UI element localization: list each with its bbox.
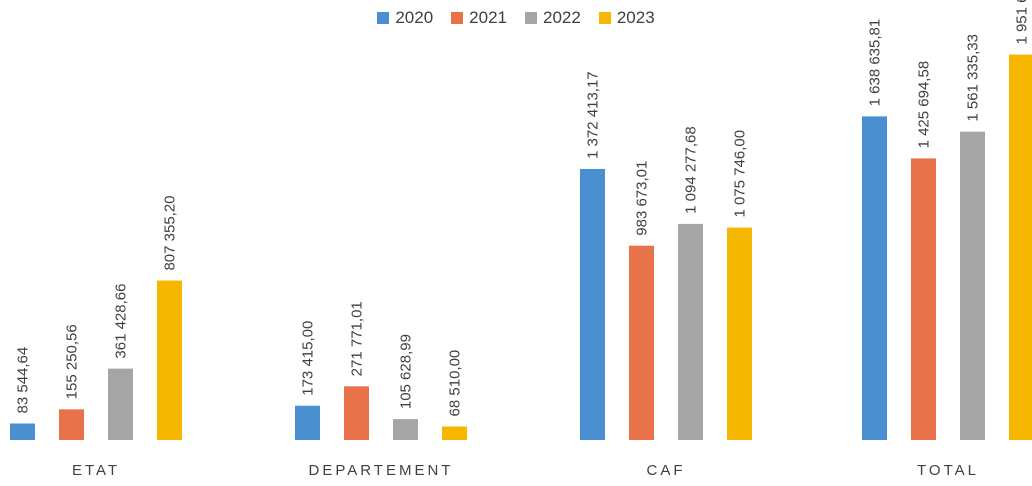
legend-item-2023: 2023 xyxy=(598,8,655,28)
data-label: 1 638 635,81 xyxy=(867,19,884,107)
legend-label: 2022 xyxy=(543,8,581,27)
data-label: 1 561 335,33 xyxy=(965,34,982,122)
legend-swatch xyxy=(377,12,390,24)
data-label: 807 355,20 xyxy=(161,195,178,270)
bar-etat-2022 xyxy=(108,368,133,440)
legend-swatch xyxy=(525,12,537,24)
legend-label: 2020 xyxy=(395,8,434,27)
legend-item-2022: 2022 xyxy=(525,8,581,28)
bar-caf-2022 xyxy=(678,223,703,440)
data-label: 155 250,56 xyxy=(64,324,81,399)
data-label: 1 075 746,00 xyxy=(732,130,749,218)
data-label: 983 673,01 xyxy=(634,161,651,236)
bar-total-2020 xyxy=(862,116,887,440)
legend-item-2020: 2020 xyxy=(377,8,433,28)
data-label: 1 372 413,17 xyxy=(585,71,602,159)
category-label-caf: CAF xyxy=(647,462,686,479)
bar-caf-2020 xyxy=(580,168,605,440)
legend-item-2021: 2021 xyxy=(451,8,507,28)
category-label-departement: DEPARTEMENT xyxy=(309,462,454,479)
bar-total-2023 xyxy=(1009,54,1032,440)
bar-caf-2023 xyxy=(727,227,752,440)
data-label: 105 628,99 xyxy=(398,334,415,409)
bar-etat-2023 xyxy=(157,280,182,440)
data-label: 361 428,66 xyxy=(113,284,130,359)
bar-etat-2020 xyxy=(10,423,35,440)
bar-caf-2021 xyxy=(629,245,654,440)
legend: 2020 2021 2022 2023 xyxy=(0,8,1032,28)
legend-label: 2023 xyxy=(616,8,655,27)
bar-departement-2020 xyxy=(295,405,320,440)
category-label-total: TOTAL xyxy=(917,462,979,479)
legend-label: 2021 xyxy=(469,8,507,27)
bar-etat-2021 xyxy=(59,409,84,440)
bar-total-2022 xyxy=(960,131,985,440)
data-label: 1 951 611,20 xyxy=(1014,0,1031,45)
legend-swatch xyxy=(451,12,464,24)
data-label: 173 415,00 xyxy=(300,321,317,396)
legend-swatch xyxy=(598,12,611,24)
bar-departement-2021 xyxy=(344,386,369,440)
data-label: 83 544,64 xyxy=(15,347,32,414)
data-label: 68 510,00 xyxy=(447,350,464,417)
data-label: 271 771,01 xyxy=(349,301,366,376)
category-label-etat: ETAT xyxy=(72,462,120,479)
bar-departement-2022 xyxy=(393,419,418,440)
bar-total-2021 xyxy=(911,158,936,440)
data-label: 1 425 694,58 xyxy=(916,61,933,149)
bar-departement-2023 xyxy=(442,426,467,440)
data-label: 1 094 277,68 xyxy=(683,126,700,214)
